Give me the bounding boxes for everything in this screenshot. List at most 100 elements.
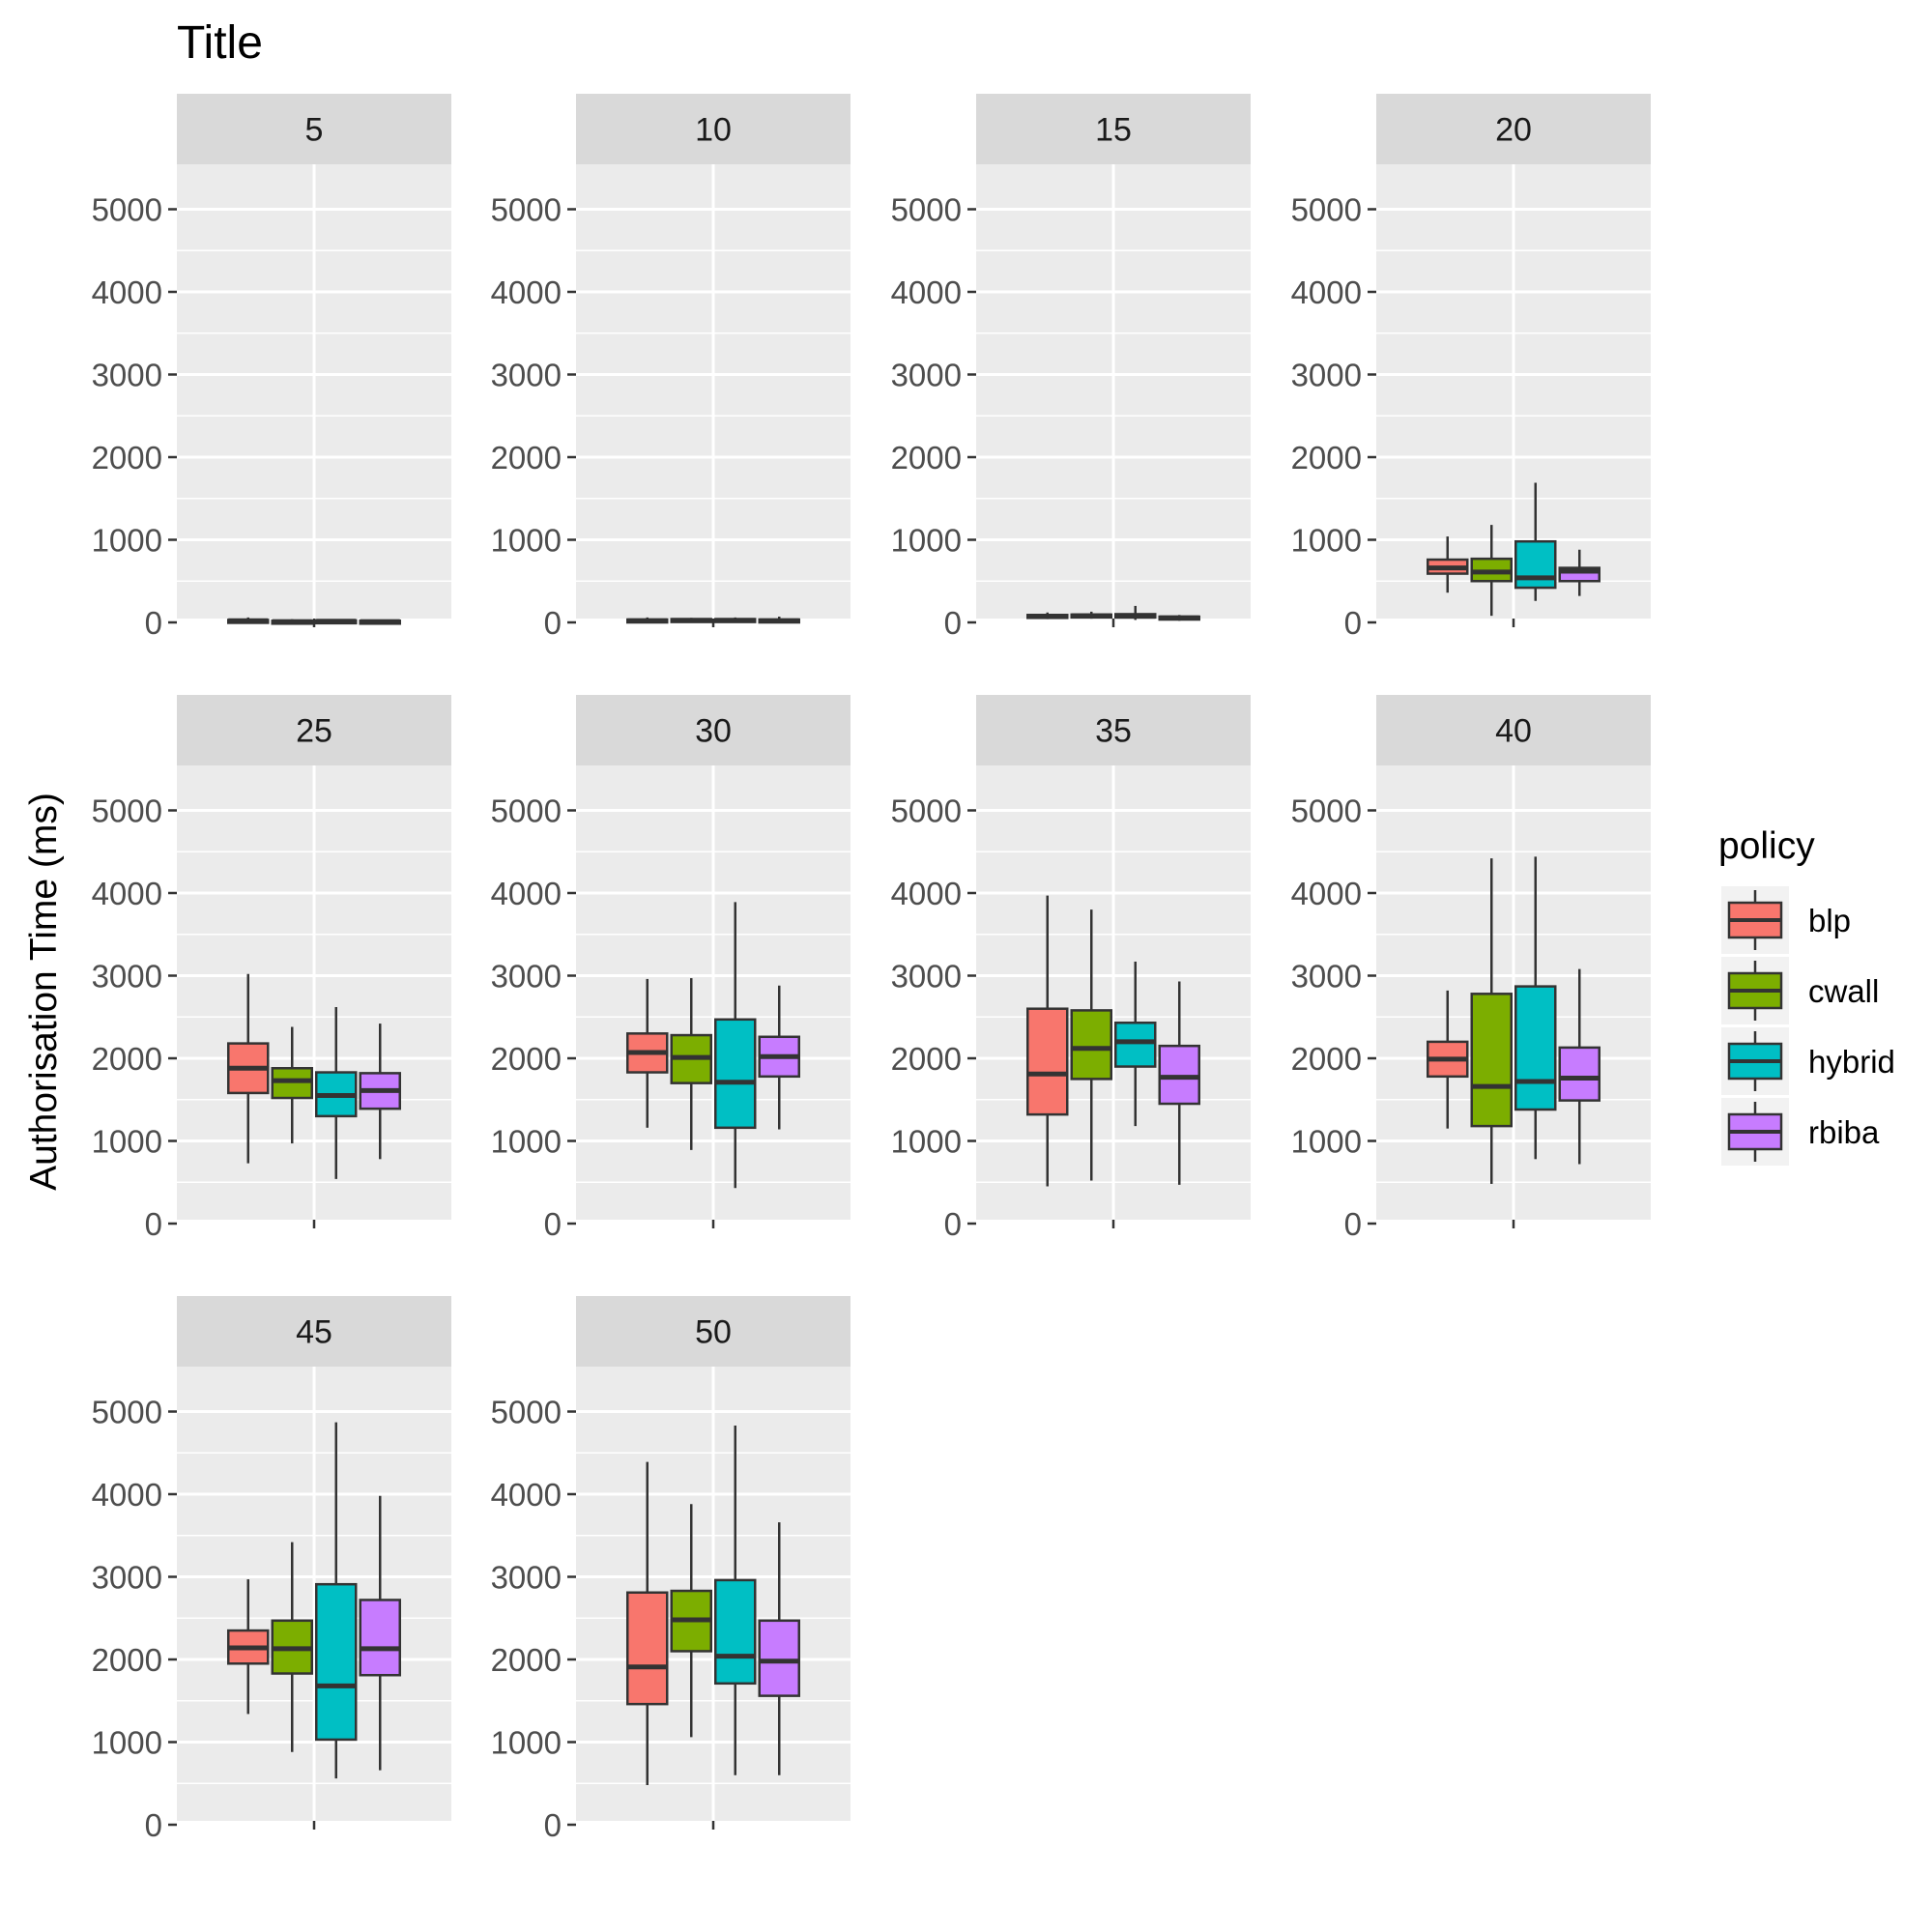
legend-item-blp: blp bbox=[1721, 886, 1851, 954]
facet-panel: 15 0 1000 2000 3000 4000 5000 bbox=[891, 94, 1251, 641]
y-tick-label: 2000 bbox=[92, 1041, 162, 1077]
y-tick-label: 0 bbox=[145, 1807, 162, 1843]
boxplot-cwall bbox=[670, 978, 712, 1150]
y-tick-label: 0 bbox=[944, 1206, 962, 1242]
y-tick-label: 5000 bbox=[891, 192, 962, 228]
boxplot-cwall bbox=[271, 1026, 313, 1144]
boxplot-blp bbox=[227, 1579, 270, 1715]
boxplot-cwall bbox=[1070, 909, 1112, 1181]
facet-strip bbox=[576, 695, 851, 765]
y-tick-label: 1000 bbox=[1291, 1124, 1362, 1160]
facet-strip-label: 45 bbox=[296, 1314, 332, 1351]
facet-strip-label: 10 bbox=[695, 112, 732, 149]
boxplot-rbiba bbox=[758, 1522, 800, 1775]
legend: policy blp cwall hybrid rbiba bbox=[1718, 825, 1895, 1166]
y-axis-title: Authorisation Time (ms) bbox=[23, 793, 65, 1191]
y-tick-label: 3000 bbox=[891, 959, 962, 995]
facet-strip-label: 40 bbox=[1495, 713, 1532, 750]
boxplot-blp bbox=[227, 973, 270, 1164]
y-tick-label: 4000 bbox=[92, 274, 162, 310]
boxplot-hybrid bbox=[315, 1422, 358, 1779]
boxplot-rbiba bbox=[1158, 615, 1200, 621]
boxplot-hybrid bbox=[1114, 961, 1157, 1127]
facet-strip bbox=[576, 94, 851, 164]
y-tick-label: 2000 bbox=[891, 1041, 962, 1077]
facet-panel: 35 0 1000 2000 3000 4000 5000 bbox=[891, 695, 1251, 1242]
y-tick-label: 1000 bbox=[92, 523, 162, 559]
legend-item-rbiba: rbiba bbox=[1721, 1098, 1880, 1166]
y-tick-label: 2000 bbox=[92, 440, 162, 476]
y-tick-label: 2000 bbox=[491, 1041, 562, 1077]
y-tick-label: 4000 bbox=[92, 876, 162, 911]
legend-label: rbiba bbox=[1808, 1114, 1880, 1150]
y-tick-label: 4000 bbox=[1291, 876, 1362, 911]
box-iqr bbox=[1558, 1046, 1600, 1102]
chart-title: Title bbox=[177, 17, 263, 69]
boxplot-cwall bbox=[1470, 858, 1513, 1184]
y-tick-label: 1000 bbox=[491, 1124, 562, 1160]
y-tick-label: 0 bbox=[145, 1206, 162, 1242]
boxplot-cwall bbox=[1070, 611, 1112, 620]
facet-strip bbox=[976, 695, 1251, 765]
facet-strip bbox=[1376, 94, 1651, 164]
y-tick-label: 4000 bbox=[491, 876, 562, 911]
facet-panels: 5010002000300040005000100100020003000400… bbox=[92, 94, 1651, 1843]
y-tick-label: 0 bbox=[544, 1807, 562, 1843]
y-tick-label: 5000 bbox=[92, 192, 162, 228]
boxplot-blp bbox=[626, 617, 669, 624]
box-iqr bbox=[1070, 1009, 1112, 1081]
facet-panel: 25 0 1000 2000 3000 4000 5000 bbox=[92, 695, 451, 1242]
boxplot-cwall bbox=[670, 1504, 712, 1738]
facet-panel: 40 0 1000 2000 3000 4000 5000 bbox=[1291, 695, 1651, 1242]
facet-strip bbox=[177, 695, 451, 765]
y-tick-label: 5000 bbox=[1291, 192, 1362, 228]
facet-strip bbox=[177, 94, 451, 164]
boxplot-blp bbox=[1427, 536, 1469, 593]
y-tick-label: 2000 bbox=[92, 1642, 162, 1678]
legend-label: blp bbox=[1808, 903, 1851, 938]
boxplot-cwall bbox=[670, 618, 712, 623]
facet-strip bbox=[1376, 695, 1651, 765]
box-iqr bbox=[1470, 993, 1513, 1128]
facet-panel: 45 0 1000 2000 3000 4000 5000 bbox=[92, 1296, 451, 1843]
facet-panel: 10 0 1000 2000 3000 4000 5000 bbox=[491, 94, 851, 641]
y-tick-label: 0 bbox=[544, 605, 562, 641]
boxplot-rbiba bbox=[1558, 549, 1600, 596]
y-tick-label: 1000 bbox=[891, 523, 962, 559]
y-tick-label: 0 bbox=[1344, 605, 1362, 641]
y-tick-label: 1000 bbox=[92, 1725, 162, 1761]
box-iqr bbox=[1514, 539, 1557, 590]
y-tick-label: 1000 bbox=[92, 1124, 162, 1160]
y-tick-label: 4000 bbox=[92, 1477, 162, 1513]
boxplot-rbiba bbox=[1158, 981, 1200, 1185]
y-tick-label: 2000 bbox=[491, 440, 562, 476]
y-tick-label: 4000 bbox=[491, 274, 562, 310]
facet-strip-label: 50 bbox=[695, 1314, 732, 1351]
boxplot-hybrid bbox=[714, 1426, 757, 1775]
box-iqr bbox=[714, 1018, 757, 1130]
box-iqr bbox=[758, 1619, 800, 1697]
facet-strip bbox=[976, 94, 1251, 164]
y-tick-label: 3000 bbox=[92, 358, 162, 393]
facet-strip bbox=[576, 1296, 851, 1367]
box-iqr bbox=[271, 1067, 313, 1100]
y-tick-label: 3000 bbox=[491, 358, 562, 393]
boxplot-rbiba bbox=[758, 617, 800, 624]
y-tick-label: 1000 bbox=[491, 523, 562, 559]
facet-strip-label: 5 bbox=[305, 112, 324, 149]
box-iqr bbox=[626, 1591, 669, 1706]
y-tick-label: 3000 bbox=[1291, 959, 1362, 995]
y-tick-label: 5000 bbox=[92, 1395, 162, 1430]
facet-panel: 5 0 1000 2000 3000 4000 5000 bbox=[92, 94, 451, 641]
box-iqr bbox=[315, 1582, 358, 1742]
y-tick-label: 3000 bbox=[1291, 358, 1362, 393]
box-iqr bbox=[714, 1578, 757, 1686]
facet-strip bbox=[177, 1296, 451, 1367]
boxplot-blp bbox=[626, 1461, 669, 1785]
boxplot-rbiba bbox=[359, 619, 401, 625]
boxplot-hybrid bbox=[714, 902, 757, 1189]
y-tick-label: 5000 bbox=[491, 793, 562, 829]
facet-panel: 30 0 1000 2000 3000 4000 5000 bbox=[491, 695, 851, 1242]
box-iqr bbox=[359, 1599, 401, 1677]
